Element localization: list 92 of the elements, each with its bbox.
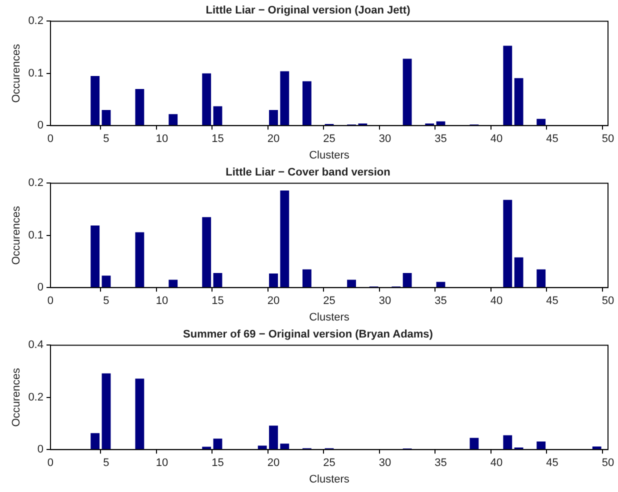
x-tick-label: 50: [602, 133, 614, 146]
x-tick-label: 0: [47, 295, 54, 308]
x-tick-label: 20: [267, 133, 280, 146]
bar: [536, 442, 546, 450]
x-tick-label: 30: [378, 295, 392, 308]
y-axis-title: Occurences: [10, 368, 23, 427]
x-tick-label: 5: [103, 457, 110, 470]
bar: [202, 217, 212, 288]
y-tick-label: 0.1: [28, 67, 44, 80]
bar: [135, 378, 144, 450]
bar: [503, 46, 512, 126]
x-tick-label: 10: [156, 133, 168, 146]
y-tick-label: 0: [37, 120, 44, 132]
y-tick-label: 0: [37, 444, 44, 456]
bar: [514, 78, 524, 126]
bar: [503, 200, 512, 288]
bar: [258, 446, 267, 450]
bar: [102, 110, 111, 126]
bar: [269, 274, 278, 288]
chart-title: Little Liar − Cover band version: [226, 166, 391, 179]
bar: [280, 71, 290, 126]
bar: [213, 438, 222, 450]
x-tick-label: 0: [47, 457, 54, 470]
bar: [280, 190, 290, 288]
chart-title: Little Liar − Original version (Joan Jett): [206, 4, 411, 17]
x-tick-label: 45: [546, 295, 558, 308]
x-axis-title: Clusters: [309, 311, 350, 324]
x-tick-label: 40: [490, 295, 503, 308]
bar: [302, 81, 312, 126]
x-tick-label: 35: [434, 295, 447, 308]
x-axis-title: Clusters: [309, 473, 350, 486]
bar: [302, 269, 312, 288]
bar: [202, 73, 212, 126]
x-tick-label: 25: [323, 133, 336, 146]
bar: [269, 110, 278, 126]
bar: [168, 280, 178, 288]
y-tick-label: 0.4: [28, 339, 44, 352]
y-tick-label: 0.2: [28, 177, 44, 190]
bar: [503, 435, 512, 450]
x-tick-label: 20: [267, 457, 280, 470]
bar: [280, 444, 290, 450]
bar: [213, 272, 222, 288]
x-tick-label: 5: [103, 295, 110, 308]
x-axis-title: Clusters: [309, 149, 350, 162]
bar: [102, 373, 111, 450]
x-tick-label: 50: [602, 457, 614, 470]
x-tick-label: 30: [378, 457, 392, 470]
x-tick-label: 45: [546, 457, 558, 470]
bar: [592, 446, 602, 450]
bar: [202, 446, 212, 450]
bar: [436, 282, 446, 288]
bar: [536, 118, 546, 126]
y-tick-label: 0.2: [28, 15, 44, 28]
x-tick-label: 35: [434, 133, 447, 146]
y-axis-title: Occurences: [10, 44, 23, 103]
x-tick-label: 10: [156, 295, 168, 308]
x-tick-label: 40: [490, 457, 503, 470]
bar: [102, 276, 111, 288]
bar: [90, 76, 100, 126]
x-tick-label: 15: [212, 295, 224, 308]
bar: [536, 269, 546, 288]
bar: [135, 89, 144, 126]
bar: [514, 257, 524, 288]
x-tick-label: 30: [378, 133, 392, 146]
chart-title: Summer of 69 − Original version (Bryan Adams): [183, 328, 434, 341]
y-tick-label: 0: [37, 282, 44, 294]
x-tick-label: 10: [156, 457, 168, 470]
x-tick-label: 20: [267, 295, 280, 308]
x-tick-label: 5: [103, 133, 110, 146]
bar: [436, 121, 446, 126]
bar: [213, 106, 222, 126]
bar: [269, 426, 278, 450]
x-tick-label: 50: [602, 295, 614, 308]
x-tick-label: 25: [323, 295, 336, 308]
bar: [135, 232, 144, 288]
x-tick-label: 15: [212, 133, 224, 146]
bar: [168, 114, 178, 126]
bar: [402, 58, 412, 126]
x-tick-label: 15: [212, 457, 224, 470]
bar: [90, 225, 100, 288]
x-tick-label: 40: [490, 133, 503, 146]
bar: [402, 272, 412, 288]
x-tick-label: 0: [47, 133, 54, 146]
bar: [470, 438, 479, 450]
bar: [347, 280, 356, 288]
bar: [90, 433, 100, 450]
y-axis-title: Occurences: [10, 206, 23, 265]
x-tick-label: 25: [323, 457, 336, 470]
x-tick-label: 35: [434, 457, 447, 470]
y-tick-label: 0.1: [28, 229, 44, 242]
y-tick-label: 0.2: [28, 391, 44, 404]
x-tick-label: 45: [546, 133, 558, 146]
